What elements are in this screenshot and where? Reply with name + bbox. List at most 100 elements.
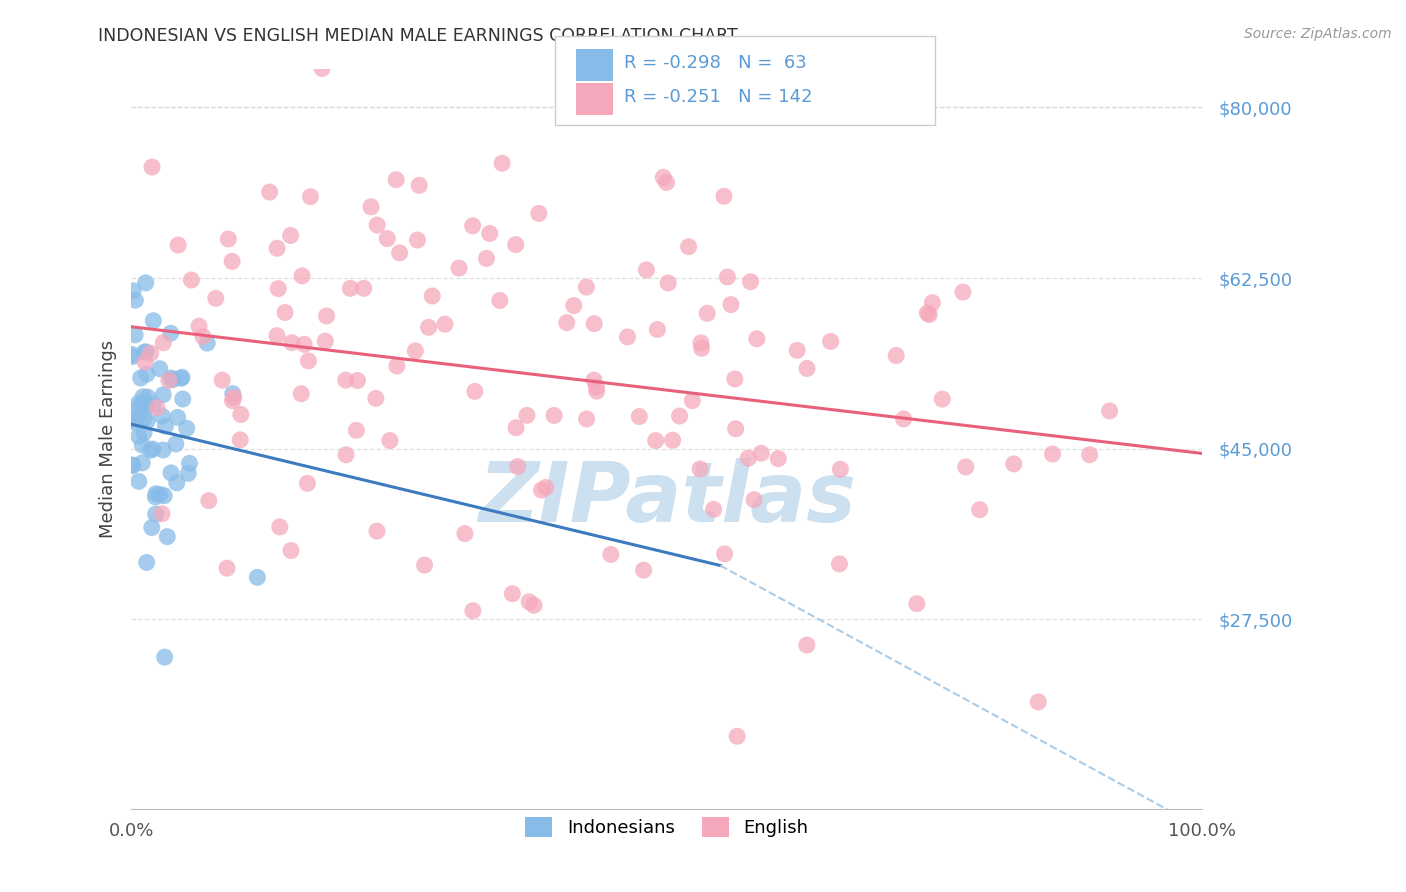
Text: ZIPatlas: ZIPatlas bbox=[478, 458, 856, 539]
Point bbox=[364, 392, 387, 406]
Point bbox=[292, 337, 315, 351]
Point bbox=[259, 185, 281, 199]
Point bbox=[555, 316, 578, 330]
Point bbox=[657, 276, 679, 290]
Point bbox=[461, 604, 484, 618]
Point bbox=[796, 361, 818, 376]
Point bbox=[170, 370, 193, 384]
Point bbox=[131, 396, 153, 410]
Point bbox=[713, 189, 735, 203]
Point bbox=[153, 489, 176, 503]
Point bbox=[155, 419, 177, 434]
Point bbox=[464, 384, 486, 399]
Point bbox=[299, 190, 322, 204]
Point bbox=[135, 556, 157, 570]
Point bbox=[266, 328, 288, 343]
Point bbox=[290, 386, 312, 401]
Point bbox=[562, 299, 585, 313]
Point bbox=[211, 373, 233, 387]
Point bbox=[152, 443, 174, 458]
Point bbox=[160, 466, 183, 480]
Point bbox=[132, 390, 155, 404]
Point bbox=[269, 520, 291, 534]
Point bbox=[246, 570, 269, 584]
Point bbox=[346, 374, 368, 388]
Point bbox=[291, 268, 314, 283]
Point bbox=[180, 273, 202, 287]
Point bbox=[122, 284, 145, 298]
Point bbox=[166, 475, 188, 490]
Point bbox=[314, 334, 336, 348]
Point bbox=[172, 392, 194, 406]
Point bbox=[129, 371, 152, 385]
Point bbox=[136, 390, 159, 404]
Text: R = -0.251   N = 142: R = -0.251 N = 142 bbox=[624, 88, 813, 106]
Point bbox=[134, 355, 156, 369]
Point bbox=[128, 429, 150, 443]
Point bbox=[217, 232, 239, 246]
Point bbox=[893, 412, 915, 426]
Point bbox=[135, 399, 157, 413]
Point bbox=[141, 160, 163, 174]
Point bbox=[575, 412, 598, 426]
Point bbox=[127, 397, 149, 411]
Text: INDONESIAN VS ENGLISH MEDIAN MALE EARNINGS CORRELATION CHART: INDONESIAN VS ENGLISH MEDIAN MALE EARNIN… bbox=[98, 27, 738, 45]
Point bbox=[121, 350, 143, 364]
Point bbox=[505, 421, 527, 435]
Point bbox=[413, 558, 436, 573]
Point bbox=[506, 459, 529, 474]
Point bbox=[132, 398, 155, 412]
Point bbox=[969, 502, 991, 516]
Point bbox=[703, 502, 725, 516]
Point bbox=[585, 380, 607, 394]
Point bbox=[599, 548, 621, 562]
Point bbox=[353, 281, 375, 295]
Point bbox=[266, 241, 288, 255]
Point bbox=[478, 227, 501, 241]
Point bbox=[534, 480, 557, 494]
Point bbox=[633, 563, 655, 577]
Point bbox=[170, 371, 193, 385]
Point bbox=[505, 237, 527, 252]
Point bbox=[740, 275, 762, 289]
Point bbox=[690, 335, 713, 350]
Point bbox=[488, 293, 510, 308]
Point bbox=[1098, 404, 1121, 418]
Point bbox=[360, 200, 382, 214]
Point bbox=[128, 409, 150, 424]
Point bbox=[121, 347, 143, 361]
Point bbox=[375, 231, 398, 245]
Point bbox=[153, 650, 176, 665]
Point bbox=[134, 344, 156, 359]
Point bbox=[583, 317, 606, 331]
Point bbox=[229, 408, 252, 422]
Point bbox=[142, 442, 165, 457]
Point bbox=[616, 330, 638, 344]
Point bbox=[501, 587, 523, 601]
Point bbox=[420, 289, 443, 303]
Point bbox=[543, 409, 565, 423]
Point bbox=[135, 276, 157, 290]
Point bbox=[191, 329, 214, 343]
Point bbox=[830, 462, 852, 476]
Point bbox=[661, 434, 683, 448]
Point bbox=[690, 341, 713, 355]
Point bbox=[720, 297, 742, 311]
Point bbox=[156, 530, 179, 544]
Point bbox=[141, 520, 163, 534]
Point bbox=[575, 280, 598, 294]
Point bbox=[132, 425, 155, 440]
Point bbox=[335, 373, 357, 387]
Text: Source: ZipAtlas.com: Source: ZipAtlas.com bbox=[1244, 27, 1392, 41]
Point bbox=[530, 483, 553, 497]
Point bbox=[952, 285, 974, 299]
Point bbox=[135, 345, 157, 359]
Point bbox=[921, 295, 943, 310]
Point bbox=[491, 156, 513, 170]
Point bbox=[150, 507, 173, 521]
Point bbox=[749, 446, 772, 460]
Point bbox=[385, 172, 408, 186]
Point bbox=[215, 561, 238, 575]
Point bbox=[388, 245, 411, 260]
Point bbox=[166, 410, 188, 425]
